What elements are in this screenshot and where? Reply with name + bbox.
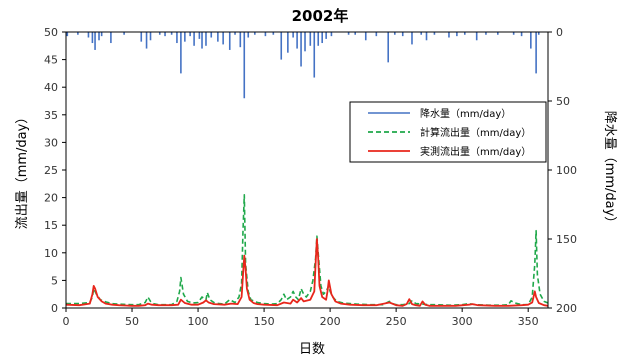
x-tick-label: 200 — [320, 315, 341, 328]
y-tick-label-right: 0 — [556, 26, 563, 39]
plot-area — [65, 32, 549, 307]
y-tick-label-right: 100 — [556, 164, 577, 177]
y-axis-label-left: 流出量（mm/day） — [15, 111, 30, 230]
x-tick-label: 150 — [254, 315, 275, 328]
legend-label: 降水量（mm/day） — [420, 107, 511, 120]
calculated-runoff-line — [66, 194, 549, 306]
y-tick-label-left: 15 — [44, 219, 58, 232]
y-tick-label-left: 25 — [44, 164, 58, 177]
y-tick-label-right: 50 — [556, 95, 570, 108]
legend-label: 実測流出量（mm/day） — [420, 145, 531, 158]
legend: 降水量（mm/day） 計算流出量（mm/day） 実測流出量（mm/day） — [349, 101, 547, 163]
legend-label: 計算流出量（mm/day） — [420, 126, 531, 139]
y-tick-label-left: 45 — [44, 54, 58, 67]
y-tick-label-left: 0 — [51, 302, 58, 315]
y-tick-label-left: 50 — [44, 26, 58, 39]
y-tick-label-right: 200 — [556, 302, 577, 315]
x-tick-label: 300 — [452, 315, 473, 328]
observed-runoff-line — [65, 238, 549, 307]
y-tick-label-left: 10 — [44, 247, 58, 260]
y-tick-label-left: 20 — [44, 192, 58, 205]
y-tick-label-left: 5 — [51, 274, 58, 287]
axes: 0 50 100 150 200 250 300 350 0 5 10 15 20 25 30 35 40 45 5… — [44, 26, 577, 328]
y-tick-label-left: 30 — [44, 136, 58, 149]
x-tick-label: 0 — [63, 315, 70, 328]
y-tick-label-right: 150 — [556, 233, 577, 246]
x-tick-label: 100 — [188, 315, 209, 328]
x-axis-label: 日数 — [299, 342, 325, 357]
legend-box — [349, 101, 547, 163]
x-tick-label: 50 — [125, 315, 139, 328]
x-tick-label: 350 — [518, 315, 539, 328]
y-axis-label-right: 降水量（mm/day） — [602, 111, 617, 230]
y-tick-label-left: 35 — [44, 109, 58, 122]
y-tick-label-left: 40 — [44, 81, 58, 94]
x-tick-label: 250 — [386, 315, 407, 328]
chart-title: 2002年 — [292, 7, 349, 25]
